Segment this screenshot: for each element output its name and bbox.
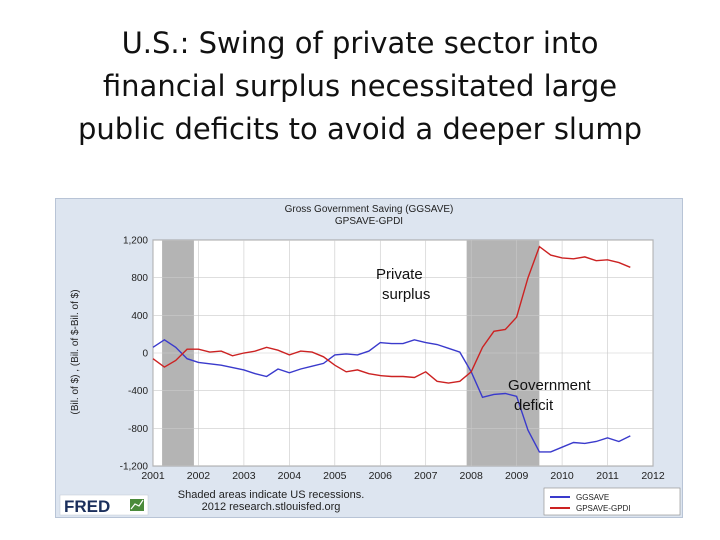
y-tick-label: 0 — [142, 349, 148, 360]
annotation-private-surplus-line1: Private — [376, 266, 423, 283]
y-tick-label: -1,200 — [120, 462, 149, 473]
series-line-ggsave — [152, 338, 631, 453]
fred-logo-text: FRED — [64, 497, 110, 516]
y-tick-label: 400 — [131, 311, 148, 322]
annotation-private-surplus-line2: surplus — [382, 286, 430, 303]
x-tick-label: 2005 — [323, 470, 347, 482]
recession-note: Shaded areas indicate US recessions. — [178, 489, 365, 501]
x-tick-label: 2003 — [232, 470, 256, 482]
y-tick-label: -400 — [128, 386, 148, 397]
series-line-gpsave-gpdi — [152, 245, 631, 384]
legend: GGSAVE GPSAVE-GPDI — [543, 487, 681, 516]
slide-title-line: financial surplus necessitated large — [102, 69, 618, 103]
annotation-government-deficit-line1: Government — [508, 377, 591, 394]
legend-label-gpsave-gpdi: GPSAVE-GPDI — [576, 504, 631, 513]
y-axis-label: (Bil. of $) , (Bil. of $-Bil. of $) — [70, 289, 81, 414]
x-tick-label: 2002 — [187, 470, 211, 482]
legend-label-ggsave: GGSAVE — [576, 493, 609, 502]
slide-title: U.S.: Swing of private sector into finan… — [20, 22, 700, 151]
chart-subtitle: GPSAVE-GPDI — [335, 216, 403, 227]
legend-box — [543, 487, 681, 516]
x-tick-label: 2001 — [141, 470, 165, 482]
x-tick-label: 2011 — [596, 470, 619, 482]
x-tick-label: 2010 — [550, 470, 574, 482]
annotation-government-deficit-line2: deficit — [514, 397, 554, 414]
fred-logo: FRED — [59, 494, 149, 516]
x-tick-label: 2006 — [369, 470, 393, 482]
chart-svg: Gross Government Saving (GGSAVE) GPSAVE-… — [59, 204, 681, 516]
chart-title: Gross Government Saving (GGSAVE) — [285, 204, 454, 215]
x-tick-label: 2009 — [505, 470, 529, 482]
x-tick-label: 2008 — [460, 470, 484, 482]
x-tick-label: 2007 — [414, 470, 438, 482]
slide-title-line: U.S.: Swing of private sector into — [121, 26, 599, 60]
x-tick-label: 2004 — [278, 470, 302, 482]
y-tick-label: 800 — [131, 273, 148, 284]
fred-chart: Gross Government Saving (GGSAVE) GPSAVE-… — [55, 198, 683, 518]
y-tick-label: 1,200 — [123, 236, 148, 247]
x-tick-label: 2012 — [641, 470, 665, 482]
y-tick-label: -800 — [128, 424, 148, 435]
slide-title-line: public deficits to avoid a deeper slump — [77, 112, 643, 146]
source-note: 2012 research.stlouisfed.org — [202, 501, 341, 513]
